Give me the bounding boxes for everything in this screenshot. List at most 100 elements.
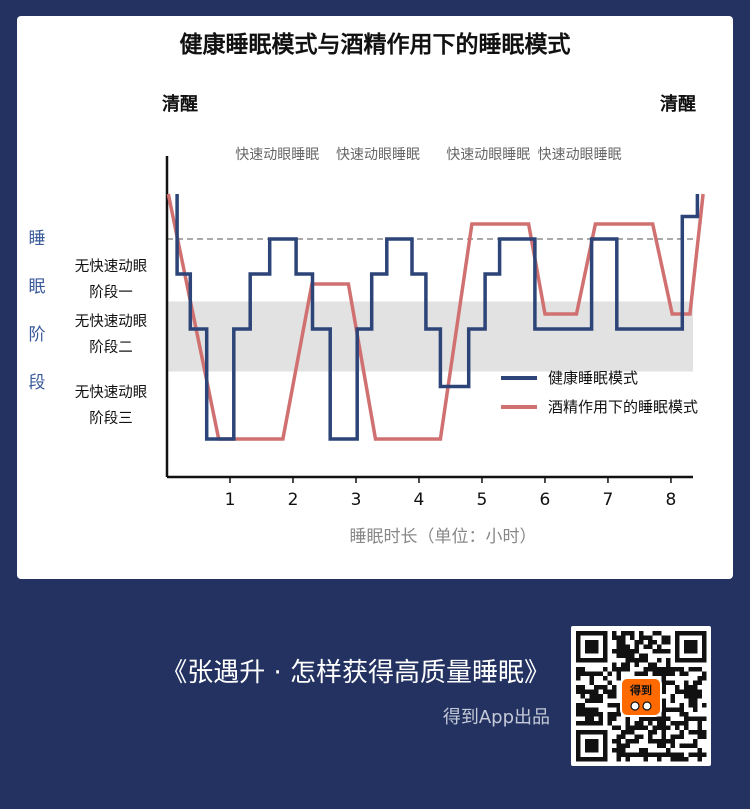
stage-label-line1: 无快速动眼 (75, 313, 148, 330)
qr-module (657, 721, 662, 726)
qr-module (697, 694, 702, 699)
qr-module (688, 716, 693, 721)
qr-module (612, 649, 617, 654)
rem-label: 快速动眼睡眠 (446, 147, 530, 163)
qr-module (648, 721, 653, 726)
qr-module (630, 635, 635, 640)
qr-module (679, 689, 684, 694)
qr-module (670, 739, 675, 744)
qr-module (670, 698, 675, 703)
qr-module (657, 671, 662, 676)
qr-module (630, 658, 635, 663)
qr-module (666, 640, 671, 645)
qr-module (661, 707, 666, 712)
qr-module (702, 676, 707, 681)
qr-module (670, 671, 675, 676)
qr-module (625, 730, 630, 735)
qr-module (675, 707, 680, 712)
qr-module (679, 703, 684, 708)
qr-module (616, 752, 621, 757)
qr-finder-core (585, 640, 599, 654)
qr-module (661, 698, 666, 703)
x-tick-label: 2 (288, 490, 299, 510)
qr-module (666, 739, 671, 744)
qr-module (612, 739, 617, 744)
qr-module (693, 685, 698, 690)
qr-module (639, 631, 644, 636)
qr-module (643, 671, 648, 676)
qr-module (616, 644, 621, 649)
qr-module (639, 734, 644, 739)
qr-module (621, 649, 626, 654)
qr-module (612, 716, 617, 721)
qr-module (688, 667, 693, 672)
qr-module (657, 743, 662, 748)
y-axis-title-char: 阶 (29, 325, 46, 345)
qr-module (594, 671, 599, 676)
qr-module (612, 748, 617, 753)
qr-module (580, 671, 585, 676)
qr-module (634, 658, 639, 663)
qr-module (621, 644, 626, 649)
qr-module (702, 703, 707, 708)
qr-module (576, 685, 581, 690)
stage-label-line1: 无快速动眼 (75, 258, 148, 275)
qr-module (639, 752, 644, 757)
qr-module (630, 730, 635, 735)
qr-module (661, 671, 666, 676)
qr-module (612, 694, 617, 699)
qr-module (576, 671, 581, 676)
book-title: 《张遇升 · 怎样获得高质量睡眠》 (161, 658, 550, 688)
qr-module (679, 721, 684, 726)
qr-module (688, 698, 693, 703)
qr-module (621, 662, 626, 667)
y-axis-title-char: 睡 (29, 229, 46, 249)
qr-module (585, 712, 590, 717)
legend-label: 酒精作用下的睡眠模式 (548, 398, 698, 416)
qr-module (697, 748, 702, 753)
qr-module (684, 743, 689, 748)
qr-module (679, 752, 684, 757)
qr-module (616, 712, 621, 717)
qr-module (675, 734, 680, 739)
dedao-logo-text: 得到 (629, 683, 652, 697)
qr-module (616, 649, 621, 654)
qr-module (670, 707, 675, 712)
qr-module (693, 716, 698, 721)
qr-module (697, 716, 702, 721)
qr-module (625, 752, 630, 757)
qr-module (697, 721, 702, 726)
qr-module (621, 748, 626, 753)
qr-module (612, 725, 617, 730)
qr-module (688, 685, 693, 690)
qr-module (621, 653, 626, 658)
qr-module (666, 707, 671, 712)
qr-module (657, 757, 662, 762)
qr-module (576, 676, 581, 681)
qr-finder-core (585, 739, 599, 753)
qr-module (688, 703, 693, 708)
qr-module (589, 707, 594, 712)
qr-module (621, 631, 626, 636)
qr-module (675, 685, 680, 690)
qr-module (675, 689, 680, 694)
chart-title: 健康睡眠模式与酒精作用下的睡眠模式 (180, 31, 571, 58)
qr-module (616, 734, 621, 739)
qr-module (657, 644, 662, 649)
qr-module (697, 689, 702, 694)
qr-module (643, 716, 648, 721)
qr-module (702, 734, 707, 739)
qr-module (598, 671, 603, 676)
qr-module (585, 689, 590, 694)
qr-module (589, 689, 594, 694)
qr-module (657, 752, 662, 757)
qr-module (616, 653, 621, 658)
qr-module (639, 716, 644, 721)
qr-module (634, 644, 639, 649)
chart-card: 健康睡眠模式与酒精作用下的睡眠模式 睡眠阶段 无快速动眼 阶段一 无快速动眼 阶段二无… (17, 16, 733, 579)
wake-label: 清醒 (660, 94, 696, 115)
qr-module (621, 635, 626, 640)
qr-module (693, 667, 698, 672)
qr-module (639, 658, 644, 663)
qr-module (580, 694, 585, 699)
